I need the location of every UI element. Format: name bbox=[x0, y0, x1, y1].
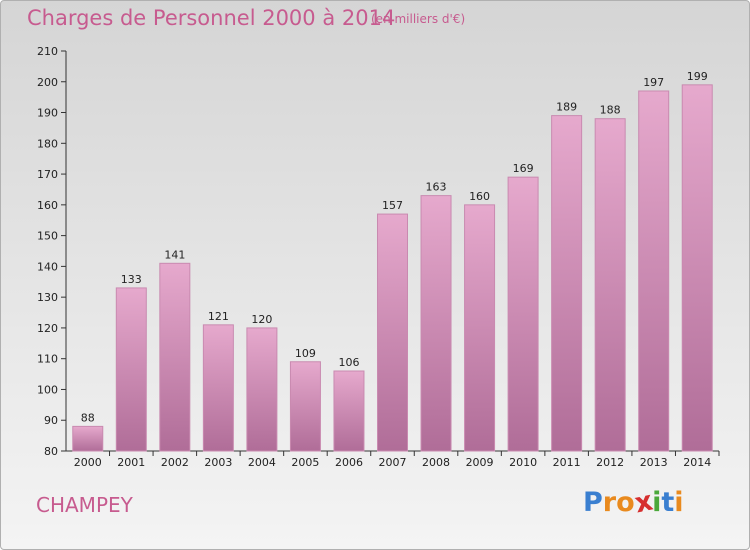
y-tick-label: 110 bbox=[37, 353, 58, 366]
data-label-2014: 199 bbox=[687, 70, 708, 83]
y-tick-label: 160 bbox=[37, 199, 58, 212]
y-tick-label: 100 bbox=[37, 383, 58, 396]
x-tick-label-2013: 2013 bbox=[640, 456, 668, 469]
logo-letter: r bbox=[602, 487, 617, 518]
bar-2010 bbox=[507, 176, 539, 452]
x-tick-label-2000: 2000 bbox=[74, 456, 102, 469]
chart-title: Charges de Personnel 2000 à 2014 bbox=[27, 6, 396, 30]
x-tick-label-2009: 2009 bbox=[466, 456, 494, 469]
bar-2013 bbox=[638, 90, 670, 452]
data-label-2002: 141 bbox=[164, 248, 185, 261]
data-label-2003: 121 bbox=[208, 310, 229, 323]
x-tick-label-2010: 2010 bbox=[509, 456, 537, 469]
x-tick-label-2006: 2006 bbox=[335, 456, 363, 469]
bar-2000 bbox=[72, 425, 104, 452]
y-tick-label: 130 bbox=[37, 291, 58, 304]
x-tick-label-2012: 2012 bbox=[596, 456, 624, 469]
bar-2014 bbox=[681, 84, 713, 452]
y-tick-label: 190 bbox=[37, 107, 58, 120]
y-tick-label: 170 bbox=[37, 168, 58, 181]
data-label-2012: 188 bbox=[600, 104, 621, 117]
data-label-2009: 160 bbox=[469, 190, 490, 203]
data-label-2001: 133 bbox=[121, 273, 142, 286]
logo-letter: t bbox=[661, 487, 675, 518]
y-tick-label: 180 bbox=[37, 137, 58, 150]
x-tick-label-2011: 2011 bbox=[553, 456, 581, 469]
x-tick-label-2002: 2002 bbox=[161, 456, 189, 469]
logo-letter: i bbox=[674, 487, 684, 518]
x-tick-label-2004: 2004 bbox=[248, 456, 276, 469]
y-tick-label: 200 bbox=[37, 76, 58, 89]
commune-name: CHAMPEY bbox=[36, 493, 133, 517]
data-label-2008: 163 bbox=[426, 181, 447, 194]
data-label-2013: 197 bbox=[643, 76, 664, 89]
y-tick-label: 210 bbox=[37, 45, 58, 58]
data-label-2000: 88 bbox=[81, 411, 95, 424]
chart-subtitle: (en milliers d'€) bbox=[371, 12, 466, 26]
bar-2007 bbox=[377, 213, 408, 452]
bar-2008 bbox=[420, 195, 452, 452]
bar-2012 bbox=[594, 118, 626, 452]
bar-2002 bbox=[159, 262, 191, 452]
y-tick-label: 90 bbox=[44, 414, 58, 427]
logo-letter: P bbox=[583, 487, 603, 518]
data-label-2004: 120 bbox=[251, 313, 272, 326]
x-tick-label-2005: 2005 bbox=[291, 456, 319, 469]
y-tick-label: 120 bbox=[37, 322, 58, 335]
data-label-2006: 106 bbox=[338, 356, 359, 369]
data-label-2005: 109 bbox=[295, 347, 316, 360]
x-tick-label-2001: 2001 bbox=[117, 456, 145, 469]
logo-letter: o bbox=[616, 487, 635, 518]
data-label-2010: 169 bbox=[513, 162, 534, 175]
proxiti-logo[interactable]: Proxiti bbox=[583, 486, 684, 520]
logo-letter: i bbox=[652, 487, 662, 518]
data-label-2007: 157 bbox=[382, 199, 403, 212]
x-tick-label-2014: 2014 bbox=[683, 456, 711, 469]
chart-bars bbox=[72, 84, 713, 452]
bar-2011 bbox=[551, 115, 583, 452]
x-tick-label-2008: 2008 bbox=[422, 456, 450, 469]
x-tick-label-2007: 2007 bbox=[379, 456, 407, 469]
y-tick-label: 140 bbox=[37, 260, 58, 273]
bar-2003 bbox=[202, 324, 234, 452]
data-label-2011: 189 bbox=[556, 101, 577, 114]
x-tick-label-2003: 2003 bbox=[204, 456, 232, 469]
bar-2005 bbox=[289, 361, 321, 452]
bar-2006 bbox=[333, 370, 365, 452]
chart-data-labels: 88 133 141 121 120 109 106 157 163 160 169 189 188 19… bbox=[81, 70, 708, 425]
bar-2009 bbox=[464, 204, 496, 452]
y-tick-label: 150 bbox=[37, 230, 58, 243]
chart-axes: 8090100110120130140150160170180190200210… bbox=[37, 45, 720, 469]
bar-2004 bbox=[246, 327, 278, 452]
y-tick-label: 80 bbox=[44, 445, 58, 458]
bar-2001 bbox=[115, 287, 147, 452]
